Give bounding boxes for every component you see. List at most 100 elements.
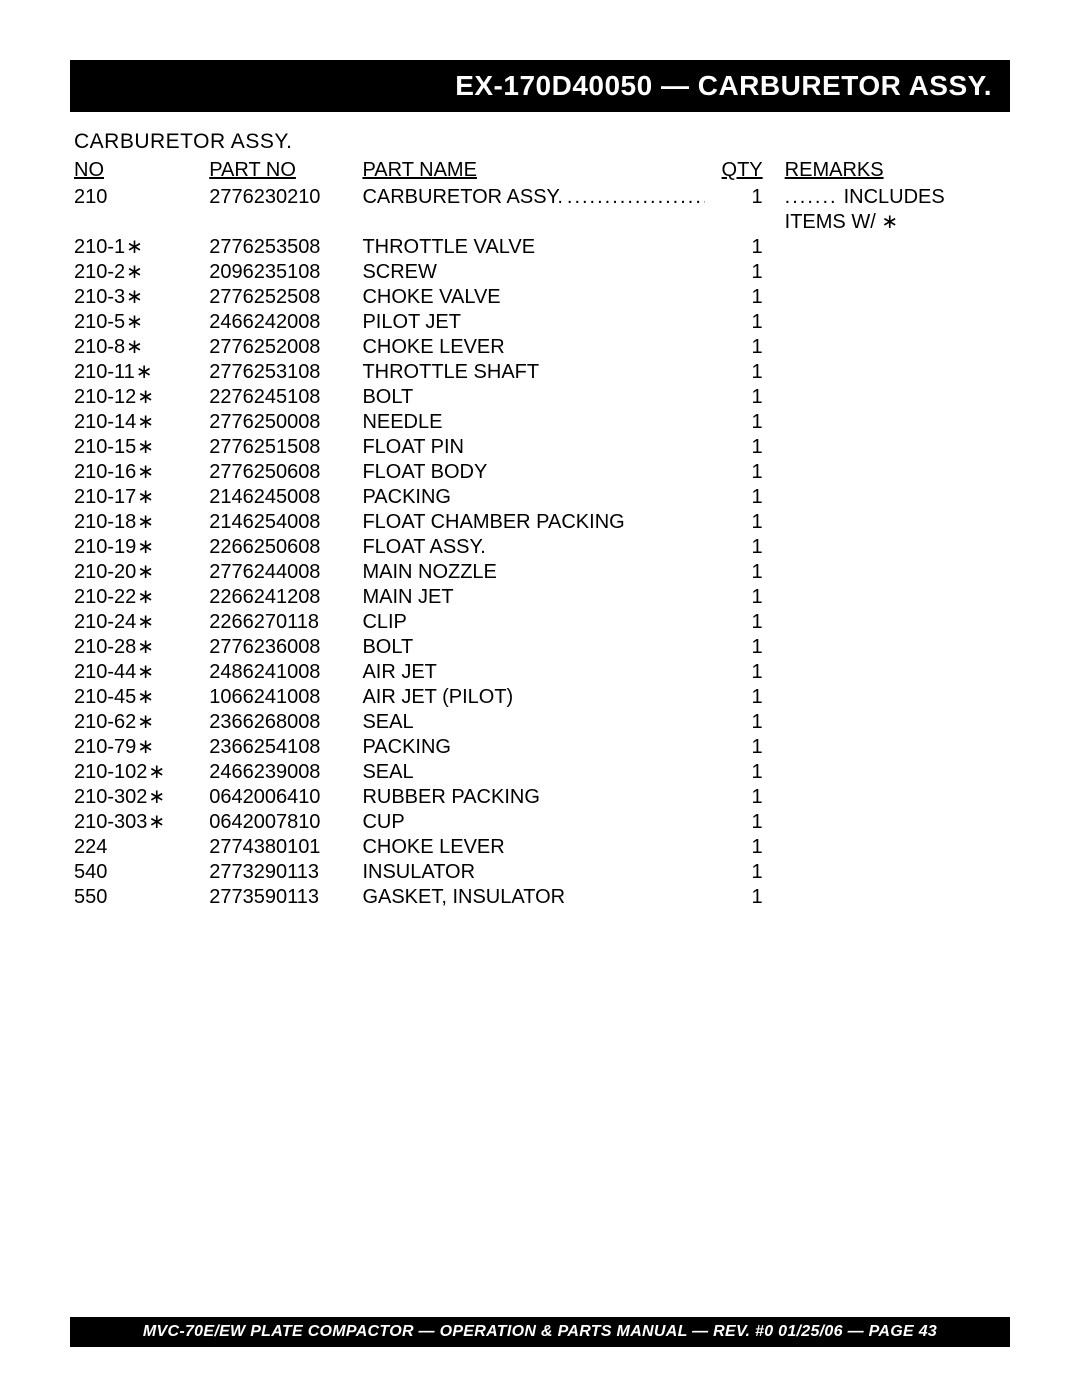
cell-partno: 2776251508 bbox=[209, 435, 362, 460]
table-row: 210-1022466239008SEAL1 bbox=[74, 760, 1010, 785]
cell-partno: 2776230210 bbox=[209, 185, 362, 235]
cell-name: FLOAT BODY bbox=[362, 460, 705, 485]
cell-qty: 1 bbox=[705, 485, 763, 510]
cell-no: 210 bbox=[74, 185, 209, 235]
page-footer-bar: MVC-70E/EW PLATE COMPACTOR — OPERATION &… bbox=[70, 1317, 1010, 1347]
cell-name: AIR JET (PILOT) bbox=[362, 685, 705, 710]
cell-qty: 1 bbox=[705, 860, 763, 885]
table-row: 5502773590113GASKET, INSULATOR1 bbox=[74, 885, 1010, 910]
col-header-rem: REMARKS bbox=[763, 158, 1010, 183]
cell-name: BOLT bbox=[362, 385, 705, 410]
cell-name: BOLT bbox=[362, 635, 705, 660]
cell-partno: 2773590113 bbox=[209, 885, 362, 910]
cell-name: SEAL bbox=[362, 760, 705, 785]
cell-no: 210-2 bbox=[74, 260, 209, 285]
cell-no: 210-45 bbox=[74, 685, 209, 710]
cell-name: SEAL bbox=[362, 710, 705, 735]
table-row: 210-3030642007810CUP1 bbox=[74, 810, 1010, 835]
table-row: 210-192266250608FLOAT ASSY.1 bbox=[74, 535, 1010, 560]
cell-qty: 1 bbox=[705, 810, 763, 835]
cell-partno: 2776253108 bbox=[209, 360, 362, 385]
cell-name: GASKET, INSULATOR bbox=[362, 885, 705, 910]
cell-remarks bbox=[763, 860, 1010, 885]
cell-partno: 1066241008 bbox=[209, 685, 362, 710]
table-row: 210-142776250008NEEDLE1 bbox=[74, 410, 1010, 435]
cell-remarks bbox=[763, 485, 1010, 510]
cell-qty: 1 bbox=[705, 285, 763, 310]
cell-no: 210-22 bbox=[74, 585, 209, 610]
cell-no: 210-17 bbox=[74, 485, 209, 510]
cell-no: 210-3 bbox=[74, 285, 209, 310]
cell-qty: 1 bbox=[705, 235, 763, 260]
cell-partno: 2466242008 bbox=[209, 310, 362, 335]
table-header-row: NO PART NO PART NAME QTY REMARKS bbox=[74, 158, 1010, 183]
cell-no: 550 bbox=[74, 885, 209, 910]
cell-no: 210-24 bbox=[74, 610, 209, 635]
page-footer-text: MVC-70E/EW PLATE COMPACTOR — OPERATION &… bbox=[143, 1323, 937, 1340]
cell-qty: 1 bbox=[705, 735, 763, 760]
col-header-qty: QTY bbox=[705, 158, 763, 183]
cell-name: MAIN JET bbox=[362, 585, 705, 610]
table-row: 210-242266270118CLIP1 bbox=[74, 610, 1010, 635]
cell-remarks bbox=[763, 885, 1010, 910]
table-row: 210-792366254108PACKING1 bbox=[74, 735, 1010, 760]
table-row: 210-32776252508CHOKE VALVE1 bbox=[74, 285, 1010, 310]
cell-no: 540 bbox=[74, 860, 209, 885]
cell-no: 210-12 bbox=[74, 385, 209, 410]
cell-name: CARBURETOR ASSY. bbox=[362, 185, 705, 235]
cell-name: THROTTLE VALVE bbox=[362, 235, 705, 260]
cell-partno: 2146245008 bbox=[209, 485, 362, 510]
cell-no: 210-8 bbox=[74, 335, 209, 360]
table-row: 210-442486241008AIR JET1 bbox=[74, 660, 1010, 685]
cell-no: 210-15 bbox=[74, 435, 209, 460]
cell-name: SCREW bbox=[362, 260, 705, 285]
table-row: 210-82776252008CHOKE LEVER1 bbox=[74, 335, 1010, 360]
table-row: 210-122276245108BOLT1 bbox=[74, 385, 1010, 410]
cell-partno: 2266270118 bbox=[209, 610, 362, 635]
table-row: 210-172146245008PACKING1 bbox=[74, 485, 1010, 510]
cell-no: 210-302 bbox=[74, 785, 209, 810]
cell-remarks bbox=[763, 235, 1010, 260]
cell-qty: 1 bbox=[705, 260, 763, 285]
cell-remarks bbox=[763, 510, 1010, 535]
cell-name: RUBBER PACKING bbox=[362, 785, 705, 810]
cell-remarks bbox=[763, 385, 1010, 410]
cell-name: FLOAT CHAMBER PACKING bbox=[362, 510, 705, 535]
cell-remarks bbox=[763, 585, 1010, 610]
cell-no: 210-5 bbox=[74, 310, 209, 335]
table-row: 210-3020642006410RUBBER PACKING1 bbox=[74, 785, 1010, 810]
cell-name: PACKING bbox=[362, 485, 705, 510]
cell-partno: 0642007810 bbox=[209, 810, 362, 835]
cell-no: 210-11 bbox=[74, 360, 209, 385]
cell-remarks bbox=[763, 360, 1010, 385]
cell-qty: 1 bbox=[705, 185, 763, 235]
cell-partno: 2776250608 bbox=[209, 460, 362, 485]
cell-no: 224 bbox=[74, 835, 209, 860]
cell-partno: 2486241008 bbox=[209, 660, 362, 685]
cell-qty: 1 bbox=[705, 360, 763, 385]
cell-name: CHOKE LEVER bbox=[362, 335, 705, 360]
cell-remarks bbox=[763, 535, 1010, 560]
table-row: 210-162776250608FLOAT BODY1 bbox=[74, 460, 1010, 485]
cell-qty: 1 bbox=[705, 660, 763, 685]
table-row: 210-12776253508THROTTLE VALVE1 bbox=[74, 235, 1010, 260]
cell-remarks bbox=[763, 435, 1010, 460]
cell-partno: 2096235108 bbox=[209, 260, 362, 285]
cell-no: 210-14 bbox=[74, 410, 209, 435]
table-body: 2102776230210CARBURETOR ASSY.1INCLUDES I… bbox=[74, 185, 1010, 910]
cell-partno: 2466239008 bbox=[209, 760, 362, 785]
table-row: 2102776230210CARBURETOR ASSY.1INCLUDES I… bbox=[74, 185, 1010, 235]
cell-remarks bbox=[763, 685, 1010, 710]
page-title: EX-170D40050 — CARBURETOR ASSY. bbox=[455, 70, 992, 101]
table-row: 2242774380101CHOKE LEVER1 bbox=[74, 835, 1010, 860]
table-row: 210-222266241208MAIN JET1 bbox=[74, 585, 1010, 610]
cell-name: AIR JET bbox=[362, 660, 705, 685]
table-row: 210-112776253108THROTTLE SHAFT1 bbox=[74, 360, 1010, 385]
parts-table: NO PART NO PART NAME QTY REMARKS 2102776… bbox=[70, 158, 1010, 910]
cell-name: THROTTLE SHAFT bbox=[362, 360, 705, 385]
cell-partno: 2366268008 bbox=[209, 710, 362, 735]
table-row: 5402773290113INSULATOR1 bbox=[74, 860, 1010, 885]
cell-partno: 2776252008 bbox=[209, 335, 362, 360]
col-header-no: NO bbox=[74, 158, 209, 183]
cell-qty: 1 bbox=[705, 785, 763, 810]
